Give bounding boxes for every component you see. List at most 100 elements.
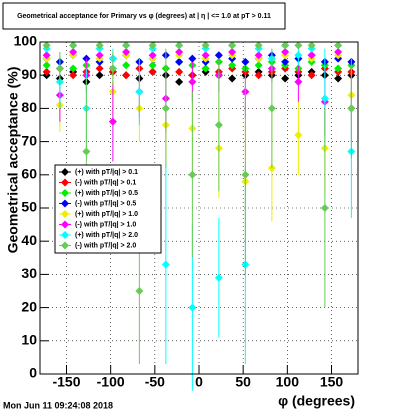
marker — [148, 51, 157, 60]
marker — [214, 121, 223, 129]
marker — [294, 51, 303, 60]
legend-label: (+) with pT/|q| > 0.5 — [75, 190, 138, 197]
marker — [320, 204, 329, 212]
marker — [148, 61, 157, 70]
marker — [148, 67, 157, 76]
legend-marker — [61, 220, 69, 229]
marker — [82, 147, 91, 156]
marker — [201, 41, 210, 50]
y-axis-label: Geometrical acceptance (%) — [5, 67, 21, 254]
marker — [55, 64, 64, 73]
legend-label: (+) with pT/|q| > 0.1 — [75, 169, 138, 176]
marker — [241, 57, 250, 66]
marker — [175, 47, 184, 56]
marker — [161, 260, 170, 269]
marker — [294, 77, 303, 86]
marker — [69, 71, 78, 80]
x-axis-label: φ (degrees) — [278, 393, 355, 409]
y-tick-label: 50 — [21, 199, 37, 215]
marker — [254, 71, 263, 80]
marker — [108, 64, 117, 73]
marker — [254, 41, 263, 50]
legend-label: (-) with pT/|q| > 1.0 — [75, 221, 136, 228]
x-tick-label: -100 — [97, 374, 125, 390]
legend-marker — [61, 178, 69, 187]
chart-title: Geometrical acceptance for Primary vs φ … — [17, 13, 271, 20]
title-box — [2, 2, 286, 30]
y-tick-label: 90 — [21, 66, 37, 82]
x-tick-label: 0 — [195, 374, 203, 390]
marker — [228, 41, 237, 50]
x-tick-label: -150 — [52, 374, 80, 390]
marker — [95, 51, 104, 60]
y-tick-label: 60 — [21, 166, 37, 182]
marker — [42, 51, 51, 60]
legend-marker — [61, 168, 69, 176]
y-tick-label: 70 — [21, 132, 37, 148]
y-tick-label: 20 — [21, 298, 37, 314]
legend-marker — [61, 231, 69, 239]
legend-label: (+) with pT/|q| > 2.0 — [75, 232, 138, 239]
marker — [201, 51, 210, 60]
marker — [228, 74, 237, 83]
x-tick-label: 100 — [276, 374, 300, 390]
marker — [334, 41, 343, 50]
marker — [281, 74, 290, 83]
marker — [347, 104, 356, 113]
marker — [69, 41, 78, 50]
marker — [294, 41, 303, 50]
marker — [108, 117, 117, 126]
marker — [95, 64, 104, 73]
marker — [175, 67, 184, 76]
legend-label: (+) with pT/|q| > 1.0 — [75, 211, 138, 218]
legend-label: (-) with pT/|q| > 2.0 — [75, 242, 136, 249]
marker — [122, 41, 131, 50]
legend-box — [54, 164, 162, 254]
marker — [307, 51, 316, 60]
marker — [95, 71, 104, 80]
y-tick-label: 30 — [21, 265, 37, 281]
legend-marker — [61, 189, 69, 197]
y-tick-label: 100 — [14, 33, 38, 49]
marker — [188, 54, 197, 63]
marker — [148, 41, 157, 50]
marker — [122, 47, 131, 56]
marker — [175, 77, 184, 86]
marker — [201, 64, 210, 73]
marker — [95, 41, 104, 50]
legend-label: (-) with pT/|q| > 0.1 — [75, 179, 136, 186]
marker — [254, 51, 263, 60]
marker — [294, 130, 303, 139]
x-tick-label: 150 — [320, 374, 344, 390]
marker — [334, 64, 343, 73]
marker — [42, 67, 51, 76]
y-tick-label: 0 — [29, 365, 37, 381]
marker — [241, 170, 250, 179]
timestamp: Mon Jun 11 09:24:08 2018 — [3, 400, 113, 410]
marker — [122, 61, 131, 70]
marker — [281, 47, 290, 56]
legend-label: (-) with pT/|q| > 0.5 — [75, 200, 136, 207]
marker — [334, 47, 343, 56]
x-tick-label: -50 — [145, 374, 165, 390]
marker — [69, 64, 78, 73]
marker — [188, 170, 197, 179]
marker — [307, 41, 316, 50]
marker — [135, 87, 144, 96]
y-tick-label: 10 — [21, 332, 37, 348]
marker — [42, 41, 51, 50]
x-tick-label: 50 — [235, 374, 251, 390]
marker — [320, 94, 329, 103]
marker — [42, 61, 51, 70]
marker — [254, 61, 263, 70]
marker — [281, 57, 290, 66]
marker — [228, 61, 237, 70]
marker — [188, 303, 197, 312]
marker — [135, 287, 144, 295]
marker — [122, 71, 131, 80]
marker — [69, 47, 78, 56]
marker — [188, 77, 197, 86]
legend-marker — [61, 241, 69, 250]
plot-border — [39, 41, 359, 375]
